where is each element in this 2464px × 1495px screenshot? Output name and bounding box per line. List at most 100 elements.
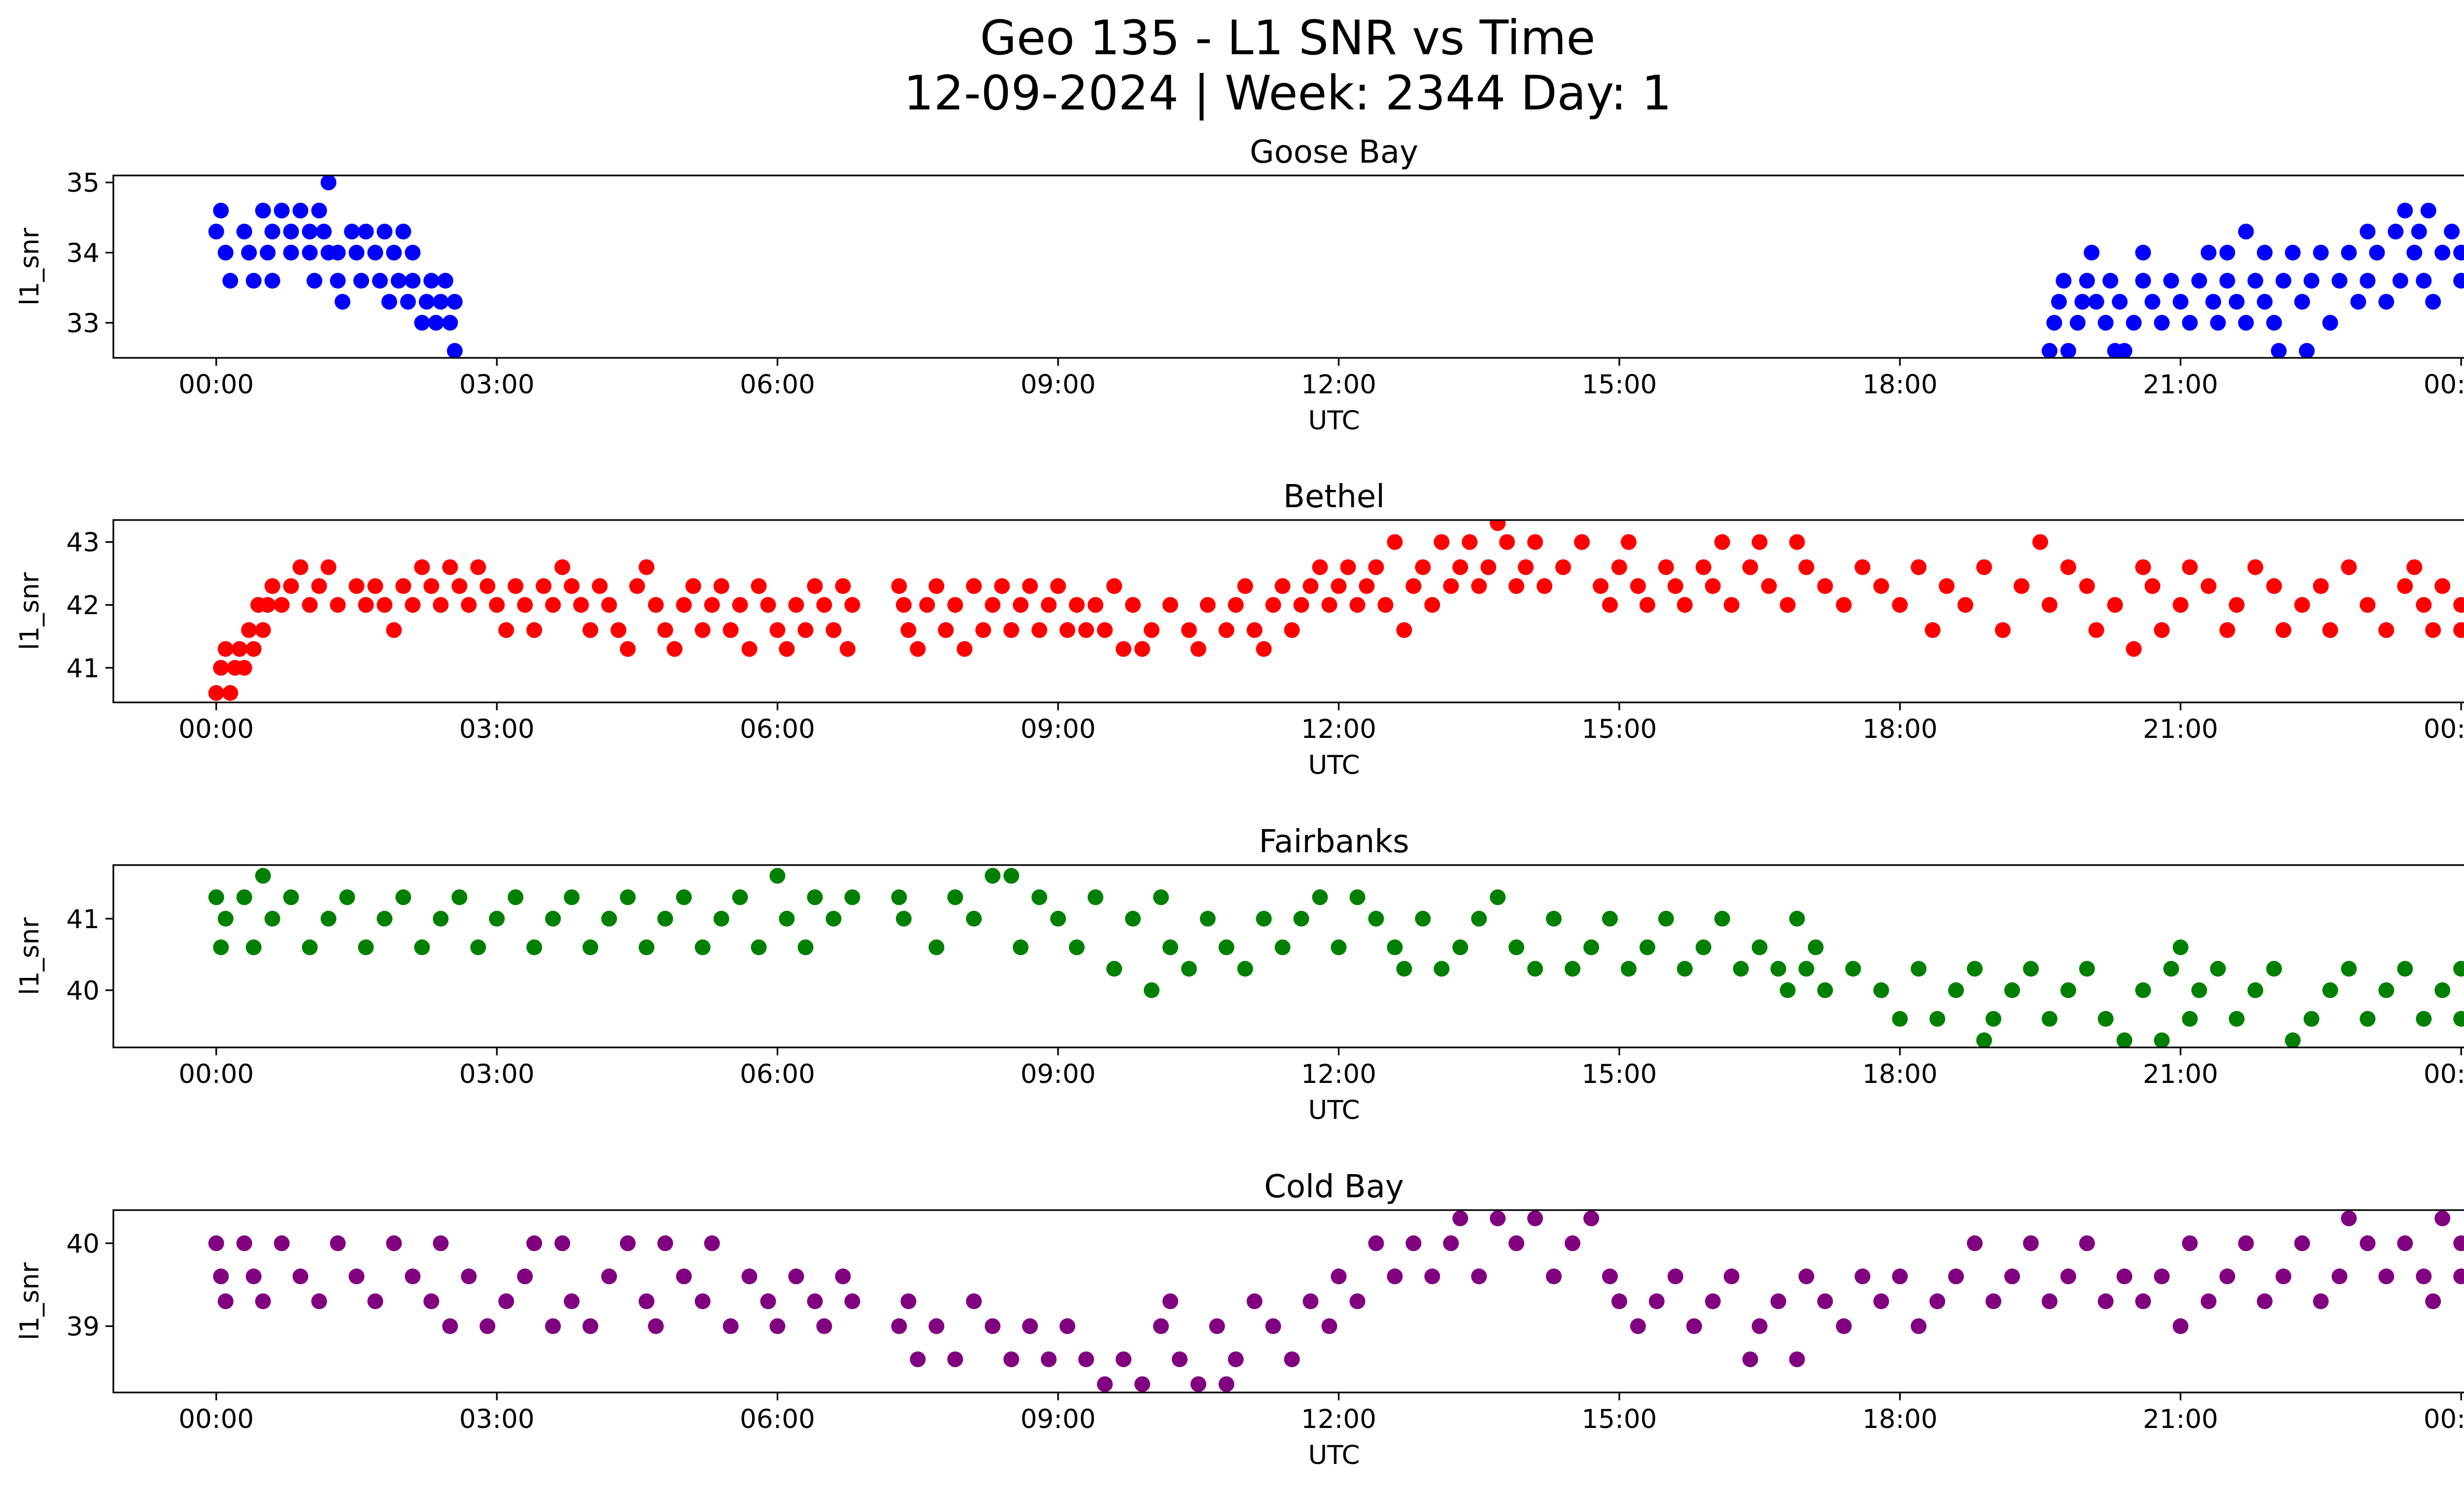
data-point bbox=[2453, 622, 2464, 638]
data-point bbox=[414, 559, 430, 575]
data-point bbox=[2228, 597, 2245, 613]
data-point bbox=[274, 597, 290, 613]
data-point bbox=[2060, 1268, 2076, 1285]
data-point bbox=[844, 1293, 860, 1309]
data-point bbox=[1246, 622, 1263, 638]
data-point bbox=[2378, 294, 2395, 310]
data-point bbox=[966, 910, 982, 927]
data-point bbox=[2434, 982, 2451, 998]
data-point bbox=[1976, 1032, 1992, 1047]
data-point bbox=[2107, 597, 2123, 613]
data-point bbox=[1415, 910, 1431, 927]
data-point bbox=[311, 1293, 327, 1309]
data-point bbox=[358, 597, 374, 613]
data-point bbox=[1808, 939, 1824, 955]
data-point bbox=[405, 597, 421, 613]
data-point bbox=[2425, 1293, 2441, 1309]
data-point bbox=[2350, 294, 2366, 310]
data-point bbox=[1957, 597, 1974, 613]
data-point bbox=[2360, 223, 2376, 240]
data-point bbox=[2341, 961, 2357, 977]
y-axis-label: l1_snr bbox=[15, 1262, 45, 1340]
data-point bbox=[1452, 1210, 1469, 1226]
data-point bbox=[1639, 939, 1655, 955]
data-point bbox=[1508, 1235, 1525, 1252]
data-point bbox=[2060, 559, 2076, 575]
data-point bbox=[2051, 294, 2067, 310]
x-tick-label: 06:00 bbox=[740, 714, 815, 744]
x-tick-label: 18:00 bbox=[1862, 714, 1938, 744]
data-point bbox=[348, 1268, 365, 1285]
data-point bbox=[1331, 1268, 1347, 1285]
data-point bbox=[840, 641, 856, 657]
data-point bbox=[1078, 622, 1094, 638]
data-point bbox=[2397, 961, 2413, 977]
data-point bbox=[928, 1318, 945, 1334]
data-point bbox=[1611, 559, 1627, 575]
data-point bbox=[2228, 1011, 2245, 1027]
data-point bbox=[241, 622, 257, 638]
data-point bbox=[311, 203, 327, 219]
data-point bbox=[2116, 343, 2132, 358]
data-point bbox=[1237, 578, 1253, 594]
y-tick-label: 41 bbox=[67, 904, 100, 935]
data-point bbox=[423, 578, 440, 594]
x-tick-label: 06:00 bbox=[740, 1404, 815, 1434]
data-point bbox=[2205, 294, 2222, 310]
data-point bbox=[1742, 1351, 1758, 1367]
data-point bbox=[966, 1293, 982, 1309]
data-point bbox=[1546, 1268, 1562, 1285]
data-point bbox=[1115, 1351, 1131, 1367]
data-point bbox=[2453, 1011, 2464, 1027]
data-point bbox=[1714, 910, 1730, 927]
data-point bbox=[2397, 1235, 2413, 1252]
data-point bbox=[1620, 961, 1637, 977]
data-point bbox=[1770, 1293, 1786, 1309]
data-point bbox=[1817, 982, 1833, 998]
panel-title: Fairbanks bbox=[1259, 824, 1409, 860]
data-point bbox=[260, 244, 276, 261]
data-point bbox=[2032, 534, 2049, 550]
data-point bbox=[769, 1318, 786, 1334]
x-tick-label: 15:00 bbox=[1582, 370, 1657, 400]
data-point bbox=[526, 1235, 543, 1252]
data-point bbox=[2079, 1235, 2095, 1252]
data-point bbox=[1218, 1376, 1234, 1392]
data-point bbox=[292, 203, 308, 219]
data-point bbox=[891, 889, 907, 905]
data-point bbox=[891, 578, 907, 594]
data-point bbox=[536, 578, 552, 594]
data-point bbox=[2247, 559, 2263, 575]
data-point bbox=[2055, 273, 2072, 289]
data-point bbox=[302, 939, 318, 955]
data-point bbox=[433, 910, 449, 927]
data-point bbox=[713, 578, 729, 594]
data-point bbox=[1789, 1351, 1805, 1367]
data-point bbox=[1321, 1318, 1337, 1334]
data-point bbox=[2172, 939, 2189, 955]
data-point bbox=[241, 244, 257, 261]
data-point bbox=[1199, 910, 1216, 927]
scatter-series-cold-bay bbox=[208, 1210, 2464, 1392]
data-point bbox=[807, 1293, 823, 1309]
data-point bbox=[928, 939, 945, 955]
data-point bbox=[451, 889, 468, 905]
data-point bbox=[638, 939, 654, 955]
data-point bbox=[395, 578, 411, 594]
data-point bbox=[508, 889, 524, 905]
data-point bbox=[629, 578, 645, 594]
data-point bbox=[2182, 1011, 2198, 1027]
x-tick-label: 21:00 bbox=[2143, 370, 2218, 400]
data-point bbox=[274, 203, 290, 219]
data-point bbox=[947, 597, 963, 613]
data-point bbox=[1396, 961, 1412, 977]
x-tick-label: 00:00 bbox=[2424, 714, 2464, 744]
data-point bbox=[2144, 578, 2160, 594]
x-tick-label: 18:00 bbox=[1862, 370, 1938, 400]
data-point bbox=[694, 1293, 711, 1309]
data-point bbox=[348, 578, 365, 594]
data-point bbox=[222, 273, 239, 289]
data-point bbox=[358, 939, 374, 955]
data-point bbox=[367, 244, 383, 261]
data-point bbox=[1434, 534, 1450, 550]
